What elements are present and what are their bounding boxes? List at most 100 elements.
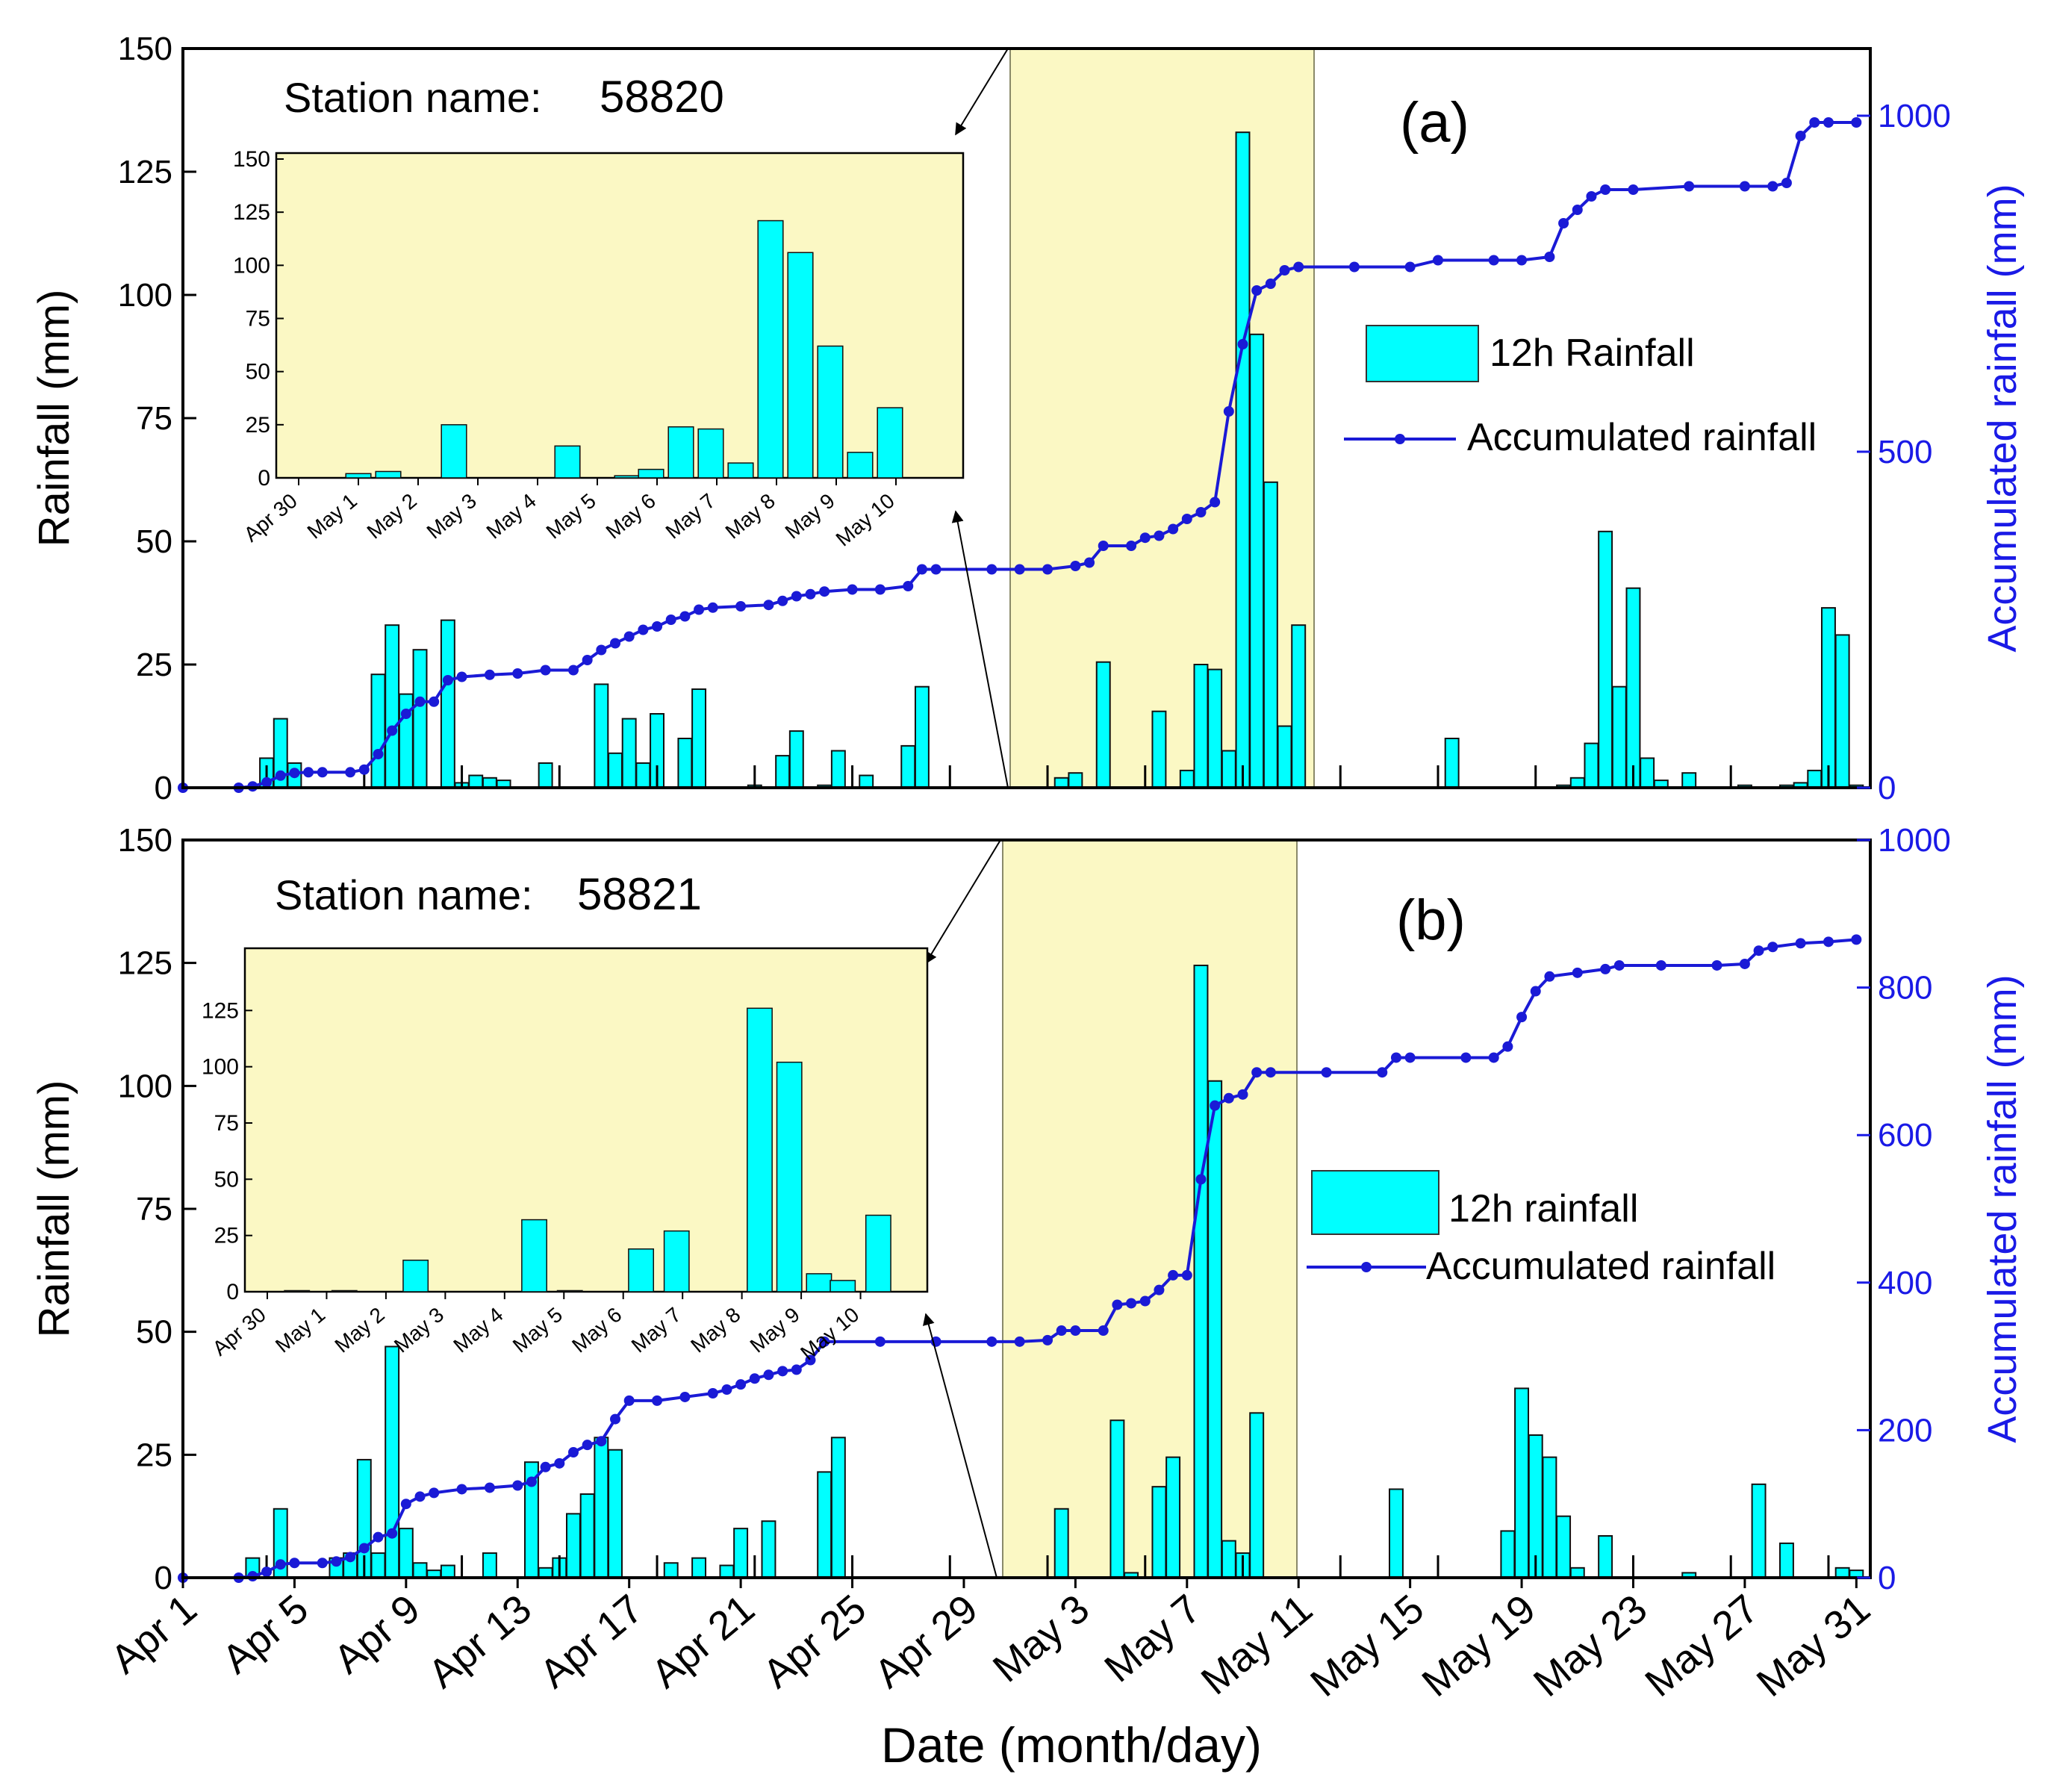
inset-y-tick-label: 25 <box>246 413 270 438</box>
accumulated-point <box>1210 497 1221 508</box>
accumulated-point <box>289 768 300 779</box>
accumulated-point <box>1600 184 1611 195</box>
accumulated-point <box>526 1476 537 1487</box>
accumulated-point <box>735 601 747 612</box>
accumulated-point <box>567 665 579 676</box>
accumulated-point <box>429 1487 440 1499</box>
rainfall-bar <box>1444 738 1460 788</box>
accumulated-point <box>1265 1067 1276 1078</box>
inset-bar <box>663 1230 690 1292</box>
accumulated-point <box>512 1480 523 1491</box>
rainfall-bar <box>691 1557 707 1578</box>
y2-axis-title: Accumulated rainfall (mm) <box>1980 974 2025 1443</box>
highlight-region <box>1002 839 1298 1578</box>
inset-bar <box>757 220 784 479</box>
accumulated-point <box>1795 938 1806 949</box>
rainfall-bar <box>1500 1530 1516 1579</box>
accumulated-point <box>1210 1100 1221 1111</box>
x-tick-label: Apr 21 <box>643 1586 762 1696</box>
inset-x-tick-label: May 10 <box>832 489 899 551</box>
x-tick-label: Apr 13 <box>420 1586 540 1696</box>
accumulated-point <box>358 1543 370 1554</box>
rainfall-bar <box>412 649 428 789</box>
inset-bar <box>284 1289 311 1292</box>
legend-bar-swatch <box>1366 325 1479 382</box>
rainfall-bar <box>1249 333 1265 788</box>
x-tick-label: May 3 <box>985 1586 1098 1690</box>
accumulated-point <box>582 655 593 665</box>
accumulated-point <box>777 1366 788 1377</box>
rainfall-bar <box>733 1528 749 1578</box>
accumulated-point <box>1530 986 1541 997</box>
accumulated-point <box>652 1395 663 1406</box>
accumulated-point <box>763 1369 774 1381</box>
accumulated-point <box>623 631 635 642</box>
inset-bar <box>521 1219 547 1292</box>
rainfall-bar <box>398 1528 414 1578</box>
accumulated-point <box>874 584 886 595</box>
rainfall-bar <box>1807 769 1823 789</box>
inset-bar <box>697 428 724 479</box>
accumulated-point <box>1502 1041 1513 1052</box>
y-axis-title: Rainfall (mm) <box>30 1080 78 1338</box>
accumulated-point <box>1181 514 1192 524</box>
rainfall-bar <box>1556 1515 1572 1578</box>
inset-x-tick-label: May 1 <box>271 1303 329 1357</box>
accumulated-point <box>1195 507 1207 517</box>
accumulated-point <box>317 767 328 778</box>
x-tick-label: Apr 1 <box>102 1586 205 1682</box>
accumulated-point <box>345 767 356 778</box>
accumulated-point <box>1544 971 1555 982</box>
inset-x-tick-label: May 2 <box>363 489 421 544</box>
accumulated-point <box>484 669 495 680</box>
accumulated-point <box>679 611 691 622</box>
inset-bar <box>817 345 844 479</box>
accumulated-point <box>596 1436 607 1447</box>
rainfall-bar <box>370 1552 386 1578</box>
accumulated-point <box>1126 541 1137 551</box>
rainfall-bar <box>1514 1387 1530 1578</box>
inset-bar <box>614 475 641 479</box>
accumulated-point <box>610 1413 621 1425</box>
rainfall-bar <box>663 1562 679 1578</box>
y-tick-label: 75 <box>136 1191 172 1228</box>
accumulated-point <box>261 777 273 788</box>
rainfall-bar <box>1053 1508 1069 1578</box>
accumulated-point <box>1042 564 1053 575</box>
inset-bar <box>556 1289 583 1292</box>
legend-bar-label: 12h Rainfall <box>1490 332 1695 375</box>
rainfall-bar <box>594 1437 609 1579</box>
accumulated-point <box>986 1336 997 1347</box>
accumulated-point <box>791 1364 802 1375</box>
accumulated-point <box>1056 1325 1067 1337</box>
y2-tick-label: 1000 <box>1878 822 1951 859</box>
inset-x-tick-label: May 1 <box>303 489 361 544</box>
accumulated-point <box>1628 184 1639 195</box>
accumulated-point <box>414 1491 426 1502</box>
rainfall-bar <box>719 1564 735 1579</box>
rainfall-bar <box>1584 742 1599 788</box>
accumulated-point <box>1265 279 1276 289</box>
accumulated-point <box>387 1528 398 1539</box>
inset-bar <box>877 407 903 479</box>
rainfall-bar <box>1095 661 1111 789</box>
y-tick-label: 25 <box>136 1437 172 1473</box>
rainfall-bar <box>775 755 791 788</box>
accumulated-point <box>679 1391 691 1402</box>
accumulated-point <box>1684 181 1695 192</box>
accumulated-point <box>1139 532 1151 544</box>
inset-y-tick-label: 75 <box>246 307 270 332</box>
accumulated-point <box>1377 1067 1388 1078</box>
accumulated-point <box>1460 1052 1472 1063</box>
inset-bar <box>776 1061 803 1292</box>
rainfall-bar <box>1388 1488 1404 1578</box>
rainfall-bar <box>635 762 651 788</box>
inset-x-tick-label: Apr 30 <box>208 1303 270 1360</box>
accumulated-point <box>303 767 314 778</box>
accumulated-point <box>1293 261 1304 273</box>
accumulated-point <box>1237 1089 1248 1100</box>
accumulated-point <box>749 1373 760 1384</box>
